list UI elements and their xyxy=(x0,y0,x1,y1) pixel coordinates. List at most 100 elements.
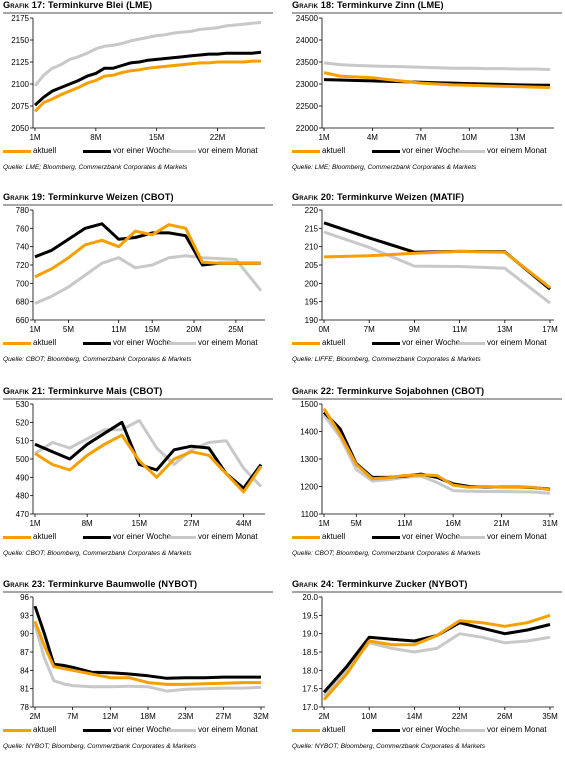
x-tick-label: 4M xyxy=(367,133,378,142)
series-line-monat xyxy=(33,20,262,87)
legend-label: aktuell xyxy=(322,338,346,347)
y-tick-label: 23500 xyxy=(296,58,319,67)
series-line-aktuell xyxy=(33,620,261,686)
series-line-aktuell xyxy=(34,433,263,494)
chart-panel: Grafik 24: Terminkurve Zucker (NYBOT) 17.… xyxy=(292,579,562,764)
series-line-aktuell xyxy=(34,223,261,279)
x-tick-label: 15M xyxy=(149,133,165,142)
legend-swatch xyxy=(292,342,320,345)
y-tick-label: 24500 xyxy=(296,14,319,23)
legend-swatch xyxy=(168,150,196,153)
y-tick-label: 220 xyxy=(305,206,319,215)
x-tick-label: 1M xyxy=(29,519,40,528)
series-line-monat xyxy=(34,254,263,305)
series-line-woche xyxy=(33,50,262,107)
y-tick-label: 2050 xyxy=(11,124,29,133)
chart-legend: aktuell vor einer Woche vor einem Monat xyxy=(3,146,273,158)
chart-title-number: 21 xyxy=(29,386,43,396)
legend-swatch xyxy=(168,729,196,732)
title-divider xyxy=(292,12,562,14)
chart-title: Grafik 21: Terminkurve Mais (CBOT) xyxy=(3,386,162,396)
chart-title-text: : Terminkurve Zinn (LME) xyxy=(331,0,444,10)
legend-label: vor einem Monat xyxy=(198,725,258,734)
legend-label: vor einem Monat xyxy=(487,338,547,347)
x-tick-label: 13M xyxy=(510,133,526,142)
chart-title-text: : Terminkurve Mais (CBOT) xyxy=(42,386,163,396)
chart-panel: Grafik 23: Terminkurve Baumwolle (NYBOT)… xyxy=(3,579,273,764)
series-line-woche xyxy=(33,605,261,680)
title-divider xyxy=(292,591,562,593)
chart-source: Quelle: CBOT; Bloomberg, Commerzbank Cor… xyxy=(292,550,481,557)
line-chart: 78 81 84 87 90 93 96 2M 7M 12M 18M 23M 27M 32M xyxy=(20,593,269,721)
legend-label: vor einem Monat xyxy=(198,146,258,155)
legend-swatch xyxy=(83,729,111,732)
y-tick-label: 78 xyxy=(20,703,29,712)
x-tick-label: 10M xyxy=(462,133,478,142)
chart-title-text: : Terminkurve Zucker (NYBOT) xyxy=(331,579,468,589)
series-line-aktuell xyxy=(322,407,551,492)
x-tick-label: 1M xyxy=(318,519,329,528)
chart-title-prefix: Grafik xyxy=(3,0,30,10)
y-tick-label: 205 xyxy=(305,261,319,270)
line-chart: 22000 22500 23000 23500 24000 24500 1M 4M 7M 10M 1… xyxy=(296,14,554,142)
chart-title-text: : Terminkurve Blei (LME) xyxy=(42,0,153,10)
legend-swatch xyxy=(83,536,111,539)
chart-title-number: 23 xyxy=(29,579,43,589)
chart-title-text: : Terminkurve Weizen (MATIF) xyxy=(331,192,465,202)
y-tick-label: 17.0 xyxy=(302,703,318,712)
y-tick-label: 87 xyxy=(20,648,29,657)
y-tick-label: 190 xyxy=(305,316,319,325)
chart-title: Grafik 19: Terminkurve Weizen (CBOT) xyxy=(3,192,174,202)
x-tick-label: 14M xyxy=(407,712,423,721)
y-tick-label: 17.5 xyxy=(302,685,318,694)
y-tick-label: 500 xyxy=(16,455,30,464)
y-tick-label: 740 xyxy=(16,243,30,252)
series-line-monat xyxy=(323,230,551,305)
chart-title-number: 24 xyxy=(318,579,332,589)
x-tick-label: 7M xyxy=(364,325,375,334)
y-tick-label: 490 xyxy=(16,473,30,482)
legend-label: aktuell xyxy=(33,338,57,347)
x-tick-label: 16M xyxy=(445,519,461,528)
line-chart: 1100 1200 1300 1400 1500 1M 5M 11M 16M 21M 31M xyxy=(300,400,558,528)
x-tick-label: 31M xyxy=(542,519,558,528)
chart-source: Quelle: NYBOT; Bloomberg, Commerzbank Co… xyxy=(3,743,196,750)
legend-swatch xyxy=(3,536,31,539)
y-tick-label: 84 xyxy=(20,666,29,675)
chart-legend: aktuell vor einer Woche vor einem Monat xyxy=(3,338,273,350)
y-tick-label: 1300 xyxy=(300,455,318,464)
chart-title-number: 20 xyxy=(318,192,332,202)
x-tick-label: 10M xyxy=(361,712,377,721)
x-tick-label: 1M xyxy=(29,325,40,334)
y-tick-label: 760 xyxy=(16,224,30,233)
x-tick-label: 18M xyxy=(140,712,156,721)
chart-title-prefix: Grafik xyxy=(3,386,30,396)
legend-swatch xyxy=(292,536,320,539)
y-tick-label: 20.0 xyxy=(302,593,318,602)
legend-swatch xyxy=(292,729,320,732)
chart-panel: Grafik 18: Terminkurve Zinn (LME) 22000 22… xyxy=(292,0,562,185)
legend-swatch xyxy=(457,729,485,732)
y-tick-label: 19.5 xyxy=(302,611,318,620)
legend-label: aktuell xyxy=(322,725,346,734)
legend-label: vor einem Monat xyxy=(487,725,547,734)
x-tick-label: 11M xyxy=(397,519,412,528)
chart-title: Grafik 24: Terminkurve Zucker (NYBOT) xyxy=(292,579,468,589)
y-tick-label: 210 xyxy=(305,243,319,252)
title-divider xyxy=(3,398,273,400)
legend-swatch xyxy=(372,150,400,153)
title-divider xyxy=(292,398,562,400)
x-tick-label: 35M xyxy=(542,712,558,721)
y-tick-label: 90 xyxy=(20,630,29,639)
y-tick-label: 520 xyxy=(16,418,30,427)
y-tick-label: 2175 xyxy=(11,14,29,23)
x-tick-label: 26M xyxy=(497,712,513,721)
x-tick-label: 22M xyxy=(210,133,226,142)
legend-label: vor einer Woche xyxy=(402,146,461,155)
chart-panel: Grafik 21: Terminkurve Mais (CBOT) 470 480… xyxy=(3,386,273,571)
y-tick-label: 720 xyxy=(16,261,30,270)
chart-panel: Grafik 17: Terminkurve Blei (LME) 2050 207… xyxy=(3,0,273,185)
series-line-aktuell xyxy=(323,71,551,89)
y-tick-label: 1500 xyxy=(300,400,318,409)
line-chart: 660 680 700 720 740 760 780 1M 5M 11M 15M 20M 25M xyxy=(16,206,265,334)
